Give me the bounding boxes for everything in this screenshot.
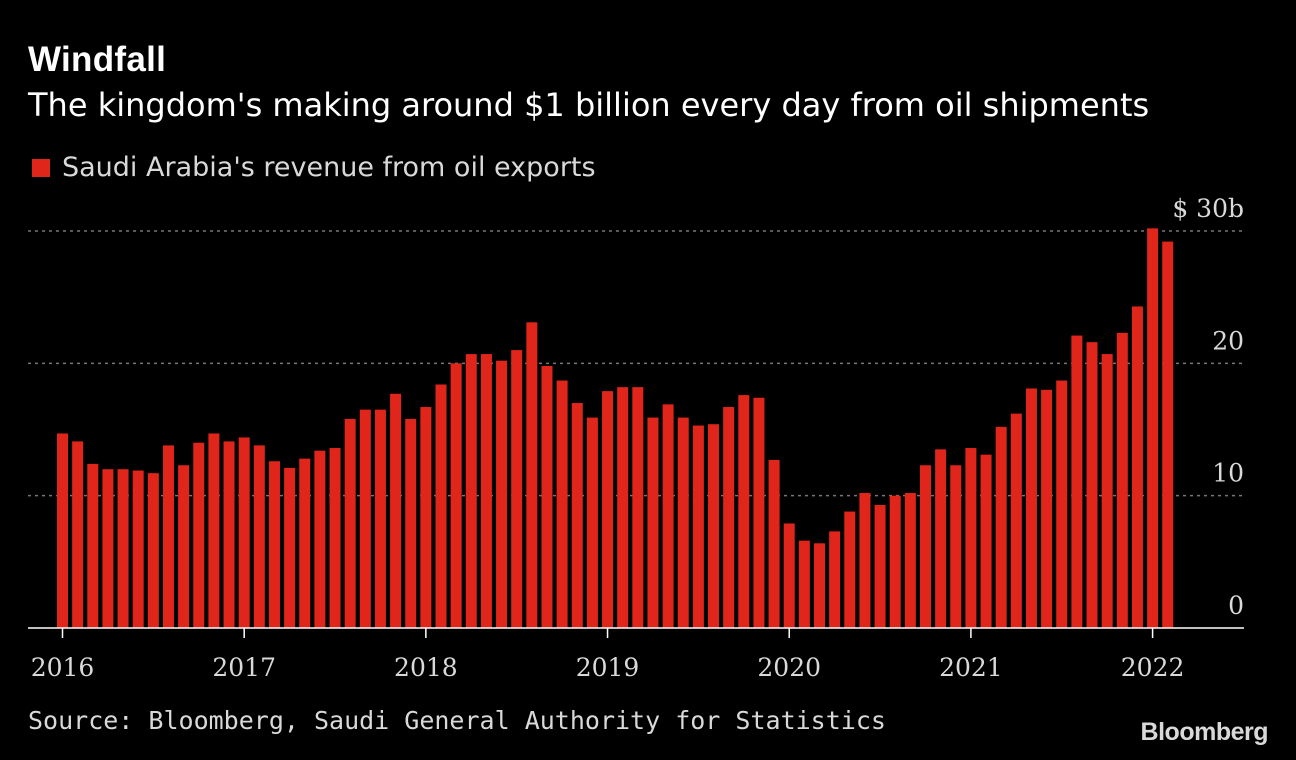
x-tick-label: 2017 [212,653,276,682]
bar [299,458,311,628]
bar [178,465,190,628]
x-tick-label: 2022 [1121,653,1185,682]
bar [72,441,84,628]
bar [390,393,402,628]
bar [374,409,386,628]
bar [147,473,159,628]
bar [980,454,992,628]
bar [844,511,856,628]
bar [889,495,901,628]
bar [450,363,462,628]
x-tick-label: 2020 [757,653,821,682]
bar [193,442,205,628]
bar [1101,354,1113,628]
bloomberg-logo: Bloomberg [1140,718,1269,746]
bar [208,433,220,628]
bar [314,450,326,628]
bar [117,469,129,628]
bar-chart: 0 10 20 $ 30b 2016 2017 2018 2019 2020 2021 2022 [28,194,1244,682]
bar [435,384,447,628]
bar [950,465,962,628]
bar [526,322,538,628]
bar [571,403,583,628]
bar [995,426,1007,628]
bar [829,531,841,628]
bar [617,387,629,628]
bar [420,407,432,628]
bar [87,463,99,628]
x-tick-label: 2016 [31,653,95,682]
bar [1162,241,1174,628]
bar [904,493,916,628]
bar [329,448,341,628]
bar [1071,335,1083,628]
bar [511,350,523,628]
bar [814,543,825,628]
bar [57,433,68,628]
axes: 0 10 20 $ 30b 2016 2017 2018 2019 2020 2021 2022 [28,194,1244,682]
bar [602,391,614,628]
bar [919,465,931,628]
bar [284,467,296,628]
bar [798,540,810,628]
y-tick-label: 20 [1212,326,1244,355]
bar [465,354,477,628]
bar [541,365,553,628]
source-note: Source: Bloomberg, Saudi General Authori… [28,706,886,735]
bar [102,469,114,628]
bar [162,445,174,628]
chart-subtitle: The kingdom's making around $1 billion e… [28,86,1150,124]
bar [496,360,508,628]
bar [677,417,689,628]
y-tick-label: 10 [1212,459,1244,488]
bar [632,387,644,628]
bar [783,523,795,628]
x-tick-label: 2019 [576,653,640,682]
bar [1025,388,1037,628]
bar [1086,342,1098,628]
bar [692,425,704,628]
legend: Saudi Arabia's revenue from oil exports [32,152,596,183]
bar [662,404,674,628]
y-tick-label: $ 30b [1172,194,1244,223]
bar [268,461,280,628]
bar [344,418,356,628]
bar [1131,306,1143,628]
bar [965,448,977,628]
bar [874,504,886,628]
bar [753,397,765,628]
bar [253,445,265,628]
bars [57,228,1174,628]
bar [723,407,735,628]
bar [859,493,871,628]
bar [556,380,568,628]
bar [132,470,144,628]
bar [1041,389,1053,628]
x-tick-label: 2021 [939,653,1003,682]
bar [1056,380,1068,628]
x-tick-label: 2018 [394,653,458,682]
bar [768,459,780,628]
bar [1116,332,1128,628]
bar [708,424,720,628]
bar [223,441,235,628]
bar [935,449,947,628]
bar [359,409,371,628]
bar [1147,228,1159,628]
bar [738,395,750,628]
chart-title: Windfall [28,40,167,79]
bar [1010,413,1022,628]
bar [238,437,250,628]
bar [480,354,492,628]
y-tick-label: 0 [1228,591,1244,620]
legend-label: Saudi Arabia's revenue from oil exports [62,152,596,183]
legend-swatch [32,158,50,177]
bar [647,417,659,628]
bar [586,417,598,628]
bar [405,418,417,628]
